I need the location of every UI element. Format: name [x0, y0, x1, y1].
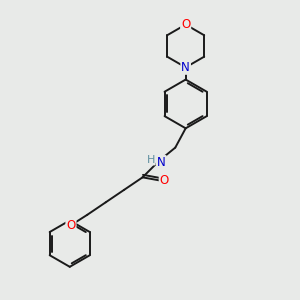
Text: N: N: [181, 61, 190, 74]
Text: O: O: [181, 18, 190, 31]
Text: H: H: [146, 154, 155, 164]
Text: O: O: [160, 174, 169, 187]
Text: N: N: [157, 156, 166, 169]
Text: O: O: [66, 219, 76, 232]
